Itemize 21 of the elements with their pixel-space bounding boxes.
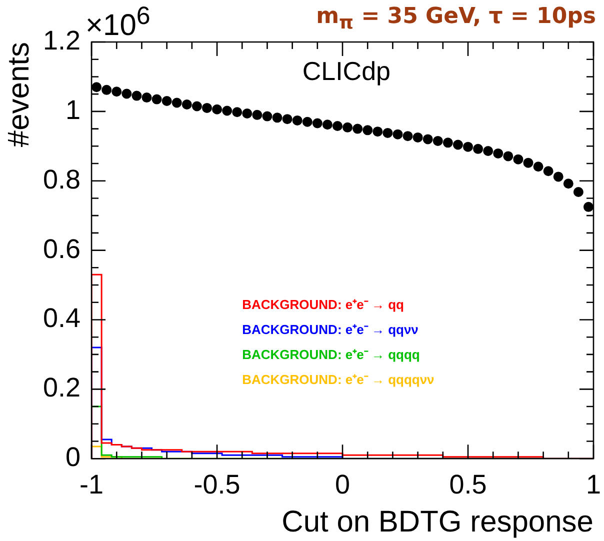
y-tick-label: 0 bbox=[66, 442, 81, 472]
y-tick-label: 1.2 bbox=[42, 25, 81, 56]
y-tick-label: 0.4 bbox=[42, 303, 81, 334]
y-tick-label: 0.8 bbox=[42, 164, 81, 194]
x-tick-label: 0 bbox=[334, 469, 350, 500]
y-tick-label: 1 bbox=[66, 94, 81, 125]
annotation: CLICdp bbox=[302, 56, 390, 87]
text: BACKGROUND: e⁺e⁻ → qqqq bbox=[242, 346, 421, 364]
x-tick-label: 1 bbox=[586, 469, 602, 500]
text: BACKGROUND: e⁺e⁻ → qq bbox=[242, 296, 405, 314]
y-tick-label: 0.6 bbox=[42, 234, 81, 264]
text: BACKGROUND: e⁺e⁻ → qqqqνν bbox=[242, 370, 434, 389]
x-tick-label: -1 bbox=[80, 469, 104, 500]
y-tick-label: 0.2 bbox=[42, 372, 81, 403]
x-tick-label: -0.5 bbox=[194, 469, 240, 500]
y-axis-title: #events bbox=[2, 42, 36, 148]
x-tick-label: 0.5 bbox=[449, 469, 487, 500]
chart-title: m$_{π}$ = 35 GeV, τ = 10ps bbox=[316, 4, 596, 34]
x-axis-title: Cut on BDTG response bbox=[282, 505, 594, 538]
text: BACKGROUND: e⁺e⁻ → qqνν bbox=[242, 320, 420, 339]
text: ×10$^{6}$ bbox=[86, 2, 150, 43]
